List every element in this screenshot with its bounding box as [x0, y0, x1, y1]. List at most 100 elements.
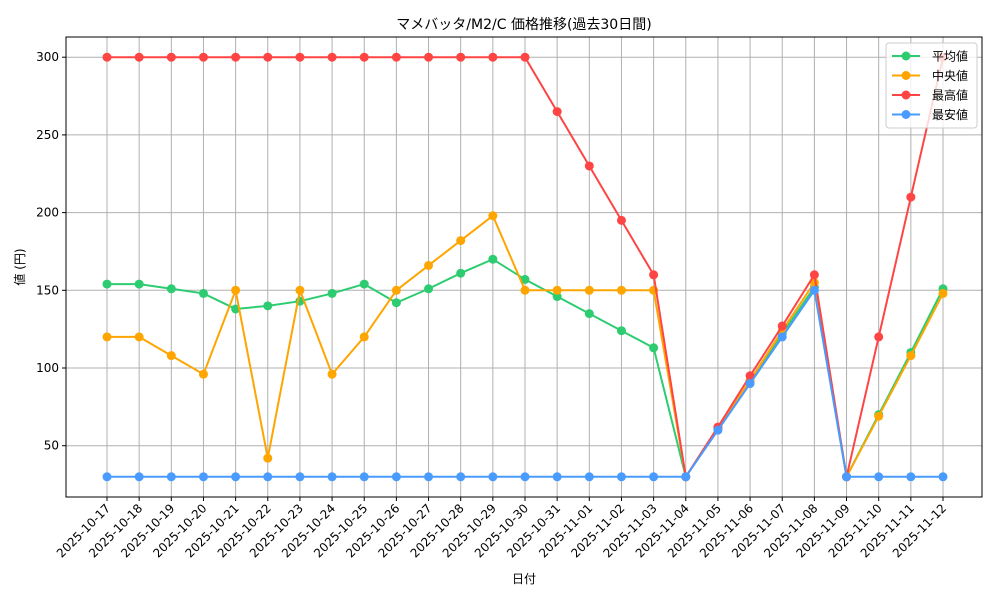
y-tick-label: 200 [36, 206, 59, 220]
data-point [520, 285, 530, 295]
data-point [198, 52, 208, 62]
data-point [488, 472, 498, 482]
y-tick-label: 50 [44, 439, 59, 453]
plot-area [65, 36, 983, 498]
data-point [649, 343, 659, 353]
data-point [166, 284, 176, 294]
data-point [616, 285, 626, 295]
data-point [198, 369, 208, 379]
data-point [649, 472, 659, 482]
data-point [616, 472, 626, 482]
data-point [424, 260, 434, 270]
data-point [263, 301, 273, 311]
data-point [327, 52, 337, 62]
data-point [391, 285, 401, 295]
data-point [488, 52, 498, 62]
data-point [938, 288, 948, 298]
data-point [906, 192, 916, 202]
x-axis-label: 日付 [512, 572, 536, 586]
data-point [166, 351, 176, 361]
y-tick-label: 250 [36, 128, 59, 142]
data-point [391, 52, 401, 62]
data-point [456, 236, 466, 246]
data-point [552, 472, 562, 482]
legend-marker-0 [901, 51, 911, 61]
data-point [713, 425, 723, 435]
data-point [456, 52, 466, 62]
data-point [198, 288, 208, 298]
data-point [359, 472, 369, 482]
data-point [809, 285, 819, 295]
data-point [552, 107, 562, 117]
data-point [263, 453, 273, 463]
data-point [134, 52, 144, 62]
legend-label-3: 最安値 [932, 107, 968, 122]
legend-marker-2 [901, 90, 911, 100]
y-tick-label: 100 [36, 361, 59, 375]
data-point [295, 285, 305, 295]
data-point [616, 326, 626, 336]
data-point [391, 298, 401, 308]
data-point [681, 472, 691, 482]
data-point [102, 472, 112, 482]
legend-label-1: 中央値 [932, 68, 968, 83]
data-point [198, 472, 208, 482]
data-point [906, 351, 916, 361]
data-point [488, 254, 498, 264]
data-point [649, 270, 659, 280]
data-point [166, 52, 176, 62]
data-point [166, 472, 176, 482]
data-point [616, 215, 626, 225]
legend-label-2: 最高値 [932, 88, 968, 103]
data-point [584, 309, 594, 319]
data-point [424, 284, 434, 294]
y-axis-label: 値 (円) [12, 248, 27, 285]
data-point [424, 472, 434, 482]
data-point [777, 332, 787, 342]
data-point [231, 52, 241, 62]
legend-label-0: 平均値 [932, 49, 968, 64]
chart-title: マメバッタ/M2/C 価格推移(過去30日間) [396, 17, 651, 33]
data-point [745, 379, 755, 389]
data-point [552, 292, 562, 302]
data-point [327, 472, 337, 482]
data-point [520, 274, 530, 284]
data-point [359, 279, 369, 289]
data-point [134, 472, 144, 482]
data-point [359, 332, 369, 342]
data-point [488, 211, 498, 221]
data-point [102, 332, 112, 342]
data-point [874, 411, 884, 421]
data-point [102, 52, 112, 62]
legend-marker-1 [901, 71, 911, 80]
y-tick-label: 300 [36, 50, 59, 64]
data-point [295, 472, 305, 482]
legend-box [885, 42, 978, 129]
legend-marker-3 [901, 110, 911, 119]
data-point [456, 472, 466, 482]
data-point [391, 472, 401, 482]
data-point [134, 279, 144, 289]
data-point [584, 472, 594, 482]
data-point [263, 472, 273, 482]
data-point [842, 472, 852, 482]
data-point [102, 279, 112, 289]
data-point [295, 52, 305, 62]
data-point [777, 321, 787, 331]
data-point [584, 285, 594, 295]
data-point [263, 52, 273, 62]
data-point [134, 332, 144, 342]
data-point [552, 285, 562, 295]
y-tick-label: 150 [36, 283, 59, 297]
data-point [584, 161, 594, 171]
data-point [424, 52, 434, 62]
data-point [520, 472, 530, 482]
data-point [809, 270, 819, 280]
data-point [874, 332, 884, 342]
data-point [874, 472, 884, 482]
data-point [520, 52, 530, 62]
data-point [327, 288, 337, 298]
data-point [231, 285, 241, 295]
